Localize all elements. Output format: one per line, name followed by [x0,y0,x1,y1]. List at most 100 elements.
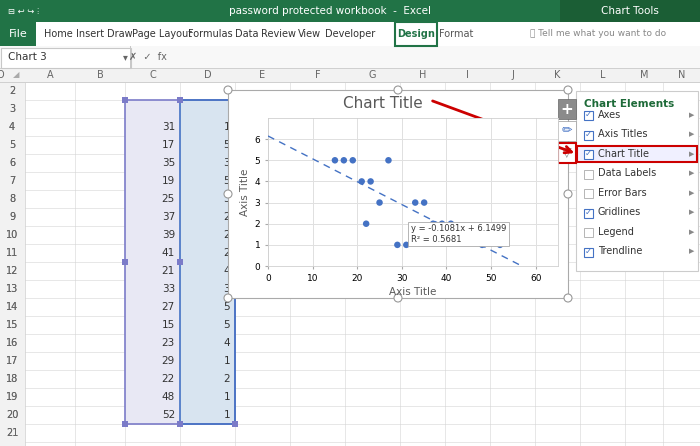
Bar [584,208,593,218]
Text: ▶: ▶ [690,248,694,254]
Bar [180,100,235,424]
Text: 1: 1 [223,410,230,420]
Text: 15: 15 [6,320,18,330]
Text: Review: Review [260,29,295,39]
Text: ✓: ✓ [585,247,592,256]
Text: F: F [315,70,321,80]
Text: ▶: ▶ [690,151,694,157]
Text: Insert scatter (X,Y): Insert scatter (X,Y) [295,140,400,150]
Text: ✗  ✓  fx: ✗ ✓ fx [129,52,167,62]
Text: 27: 27 [162,302,175,312]
Text: 33: 33 [162,284,175,294]
Bar [122,259,128,265]
Point [365,178,376,185]
Text: Insert: Insert [76,29,104,39]
Circle shape [224,294,232,302]
Text: ▶: ▶ [690,229,694,235]
Text: 52: 52 [162,410,175,420]
Text: 20: 20 [6,410,18,420]
Text: 2: 2 [223,230,230,240]
Text: 48: 48 [162,392,175,402]
Text: O: O [0,70,4,80]
Bar [0,45,700,46]
Text: 1: 1 [223,122,230,132]
Text: 5: 5 [223,320,230,330]
Text: 21: 21 [6,428,18,438]
Text: 2: 2 [9,86,15,96]
Text: 5: 5 [223,302,230,312]
Text: 5: 5 [223,140,230,150]
Text: y = -0.1081x + 6.1499
R² = 0.5681: y = -0.1081x + 6.1499 R² = 0.5681 [411,224,506,244]
Text: 3: 3 [223,284,230,294]
Text: ▾: ▾ [122,52,127,62]
Bar [584,169,593,178]
Text: K: K [554,70,561,80]
Circle shape [564,190,572,198]
Text: 2: 2 [223,248,230,258]
Text: 12: 12 [6,266,18,276]
Bar [0,68,700,69]
Text: 14: 14 [6,302,18,312]
Text: ✓: ✓ [585,208,592,217]
Text: Axes: Axes [598,110,622,120]
Text: ▶: ▶ [690,112,694,118]
Text: J: J [511,70,514,80]
Text: 5: 5 [223,176,230,186]
Bar [125,100,235,424]
Bar [584,150,593,159]
Point [392,241,403,248]
Point [477,241,488,248]
Text: 6: 6 [9,158,15,168]
Text: Legend: Legend [598,227,634,237]
Bar [576,91,698,271]
Point [347,157,358,164]
Text: 35: 35 [162,158,175,168]
Text: N: N [678,70,686,80]
Point [383,157,394,164]
Bar [0,68,700,82]
Text: 18: 18 [6,374,18,384]
Text: ▶: ▶ [690,190,694,196]
Text: 6: 6 [9,158,15,168]
Text: 19: 19 [162,176,175,186]
Text: Data Labels: Data Labels [598,168,657,178]
Text: ◢: ◢ [13,70,20,79]
Text: M: M [640,70,648,80]
Circle shape [564,86,572,94]
Text: 13: 13 [6,284,18,294]
Text: 10: 10 [6,230,18,240]
Text: 12: 12 [6,266,18,276]
Text: A: A [47,70,53,80]
Text: 2: 2 [9,86,15,96]
Text: Trendline: Trendline [598,246,643,256]
Text: Data: Data [235,29,259,39]
Point [338,157,349,164]
Bar [577,146,697,162]
Text: 2: 2 [223,374,230,384]
Text: E: E [260,70,265,80]
Point [360,220,372,227]
Text: 16: 16 [6,338,18,348]
Bar [232,421,238,427]
Text: Chart Title: Chart Title [598,149,649,159]
Text: H: H [419,70,426,80]
Text: 1: 1 [223,356,230,366]
Bar [558,99,576,119]
Bar [0,82,700,83]
Text: Gridlines: Gridlines [598,207,641,217]
Bar [125,100,235,424]
Y-axis label: Axis Title: Axis Title [240,168,251,216]
Point [356,178,368,185]
Text: ▶: ▶ [690,209,694,215]
Text: 1: 1 [223,392,230,402]
Text: Draw: Draw [107,29,133,39]
Point [329,157,340,164]
Text: 17: 17 [162,140,175,150]
Text: 9: 9 [9,212,15,222]
Circle shape [224,86,232,94]
Bar [0,46,700,68]
Bar [177,97,183,103]
Text: Chart Elements: Chart Elements [584,99,674,109]
Bar [0,67,700,68]
Text: 21: 21 [6,428,18,438]
